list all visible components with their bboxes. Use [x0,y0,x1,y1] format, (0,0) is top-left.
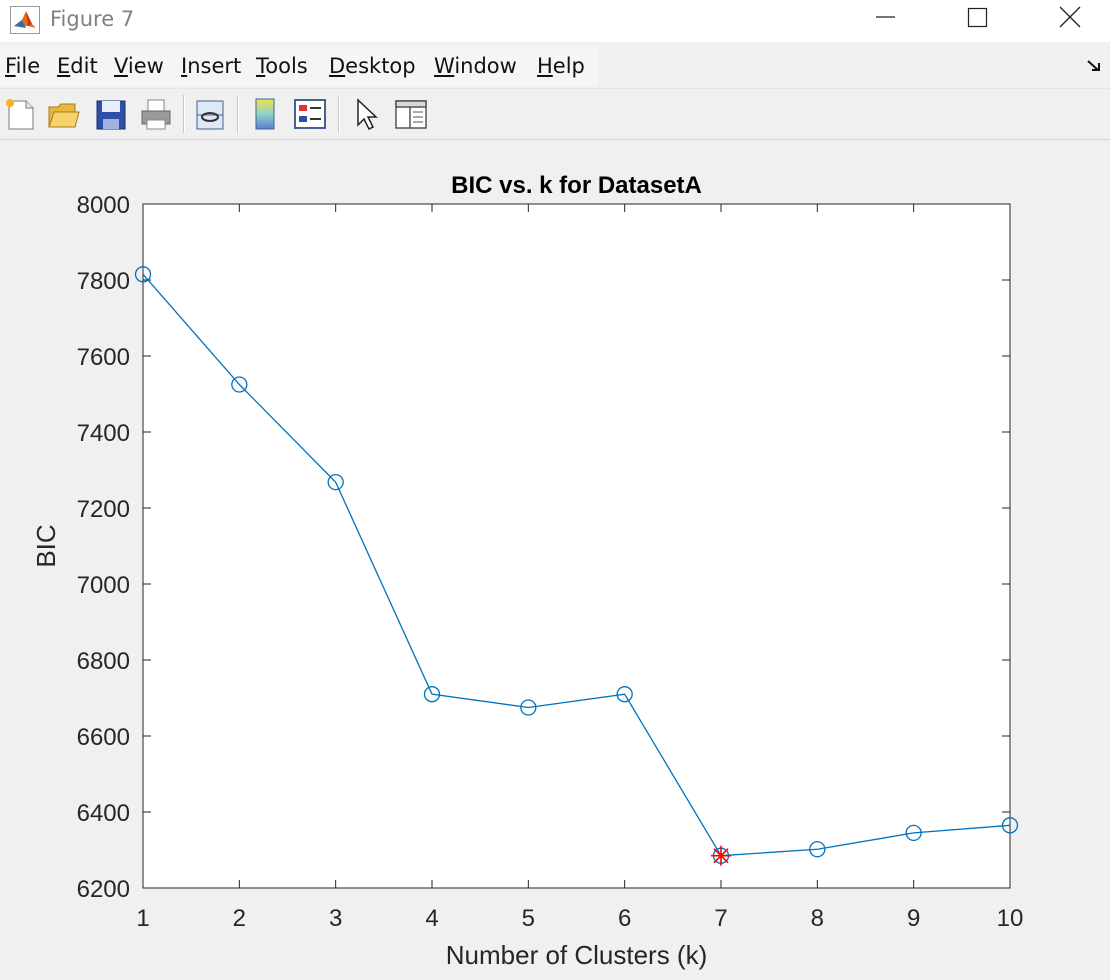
menu-bar: File Edit View Insert Tools Desktop Wind… [0,46,1110,86]
menu-file[interactable]: File [5,54,41,78]
new-figure-button[interactable] [2,95,40,133]
data-point-marker [905,824,922,842]
data-point-marker [1001,817,1019,834]
x-tick-label: 8 [811,905,824,932]
colorbar-icon [255,98,275,130]
x-tick-label: 3 [329,905,342,932]
menu-view[interactable]: View [114,54,164,78]
figure-canvas[interactable]: 1 2 3 4 5 6 7 8 9 10 6200 6400 6600 6800 7000 7200 7400 7… [0,140,1110,976]
menu-insert[interactable]: Insert [181,54,242,78]
open-file-button[interactable] [44,95,82,133]
y-tick-label: 6200 [77,876,130,903]
print-icon [141,99,171,130]
property-inspector-button[interactable] [392,95,430,133]
x-tick-label: 4 [425,905,438,932]
matlab-icon [10,6,40,34]
new-figure-icon [6,99,34,130]
x-tick-label: 10 [997,905,1024,932]
open-file-icon [48,103,80,128]
data-point-marker [520,699,537,716]
menu-tools[interactable]: Tools [256,54,308,78]
legend-button[interactable] [291,95,329,133]
print-button[interactable] [137,95,175,133]
bic-line-chart: 1 2 3 4 5 6 7 8 9 10 6200 6400 6600 6800 7000 7200 7400 7… [31,172,1024,970]
x-tick-label: 5 [522,905,535,932]
close-icon [1059,6,1081,28]
x-tick-label: 9 [907,905,920,932]
y-tick-label: 7400 [77,420,130,447]
minimize-button[interactable] [855,0,915,42]
legend-icon [294,99,326,129]
min-bic-highlight-marker [711,845,731,866]
axes-background [143,204,1010,888]
x-tick-label: 2 [233,905,246,932]
edit-plot-button[interactable] [348,95,386,133]
y-tick-label: 7800 [77,268,130,295]
data-point-marker [423,686,441,703]
y-tick-label: 6600 [77,724,130,751]
dock-arrow-icon[interactable] [1086,58,1104,74]
data-point-marker [231,376,248,393]
y-axis-label: BIC [31,524,61,567]
chart-title: BIC vs. k for DatasetA [451,172,702,199]
menu-edit[interactable]: Edit [57,54,98,78]
y-tick-label: 7600 [77,344,130,371]
y-tick-label: 7200 [77,496,130,523]
y-tick-label: 6400 [77,800,130,827]
y-tick-label: 7000 [77,572,130,599]
data-point-marker [327,474,344,491]
maximize-button[interactable] [947,0,1007,42]
title-bar[interactable]: Figure 7 [0,0,1110,42]
y-tick-label: 8000 [77,192,130,219]
save-button[interactable] [92,95,130,133]
close-button[interactable] [1040,0,1100,42]
save-icon [96,100,126,130]
minimize-icon [876,16,895,18]
maximize-icon [967,7,988,28]
menu-window[interactable]: Window [434,54,517,78]
data-point-marker [809,841,826,858]
edit-plot-pointer-icon [357,98,378,131]
link-plot-icon [196,100,224,130]
property-inspector-icon [395,100,427,129]
y-tick-label: 6800 [77,648,130,675]
x-tick-label: 6 [618,905,631,932]
x-tick-label: 1 [136,905,149,932]
x-axis-label: Number of Clusters (k) [446,940,708,970]
data-point-marker [134,266,152,283]
toolbar [0,88,1110,140]
link-plot-button[interactable] [191,95,229,133]
window-title: Figure 7 [50,7,135,31]
colorbar-button[interactable] [246,95,284,133]
series-line [142,273,1011,857]
axes-box [142,203,1011,889]
menu-help[interactable]: Help [537,54,585,78]
data-point-marker [616,686,633,703]
x-tick-label: 7 [714,905,727,932]
menu-desktop[interactable]: Desktop [329,54,416,78]
